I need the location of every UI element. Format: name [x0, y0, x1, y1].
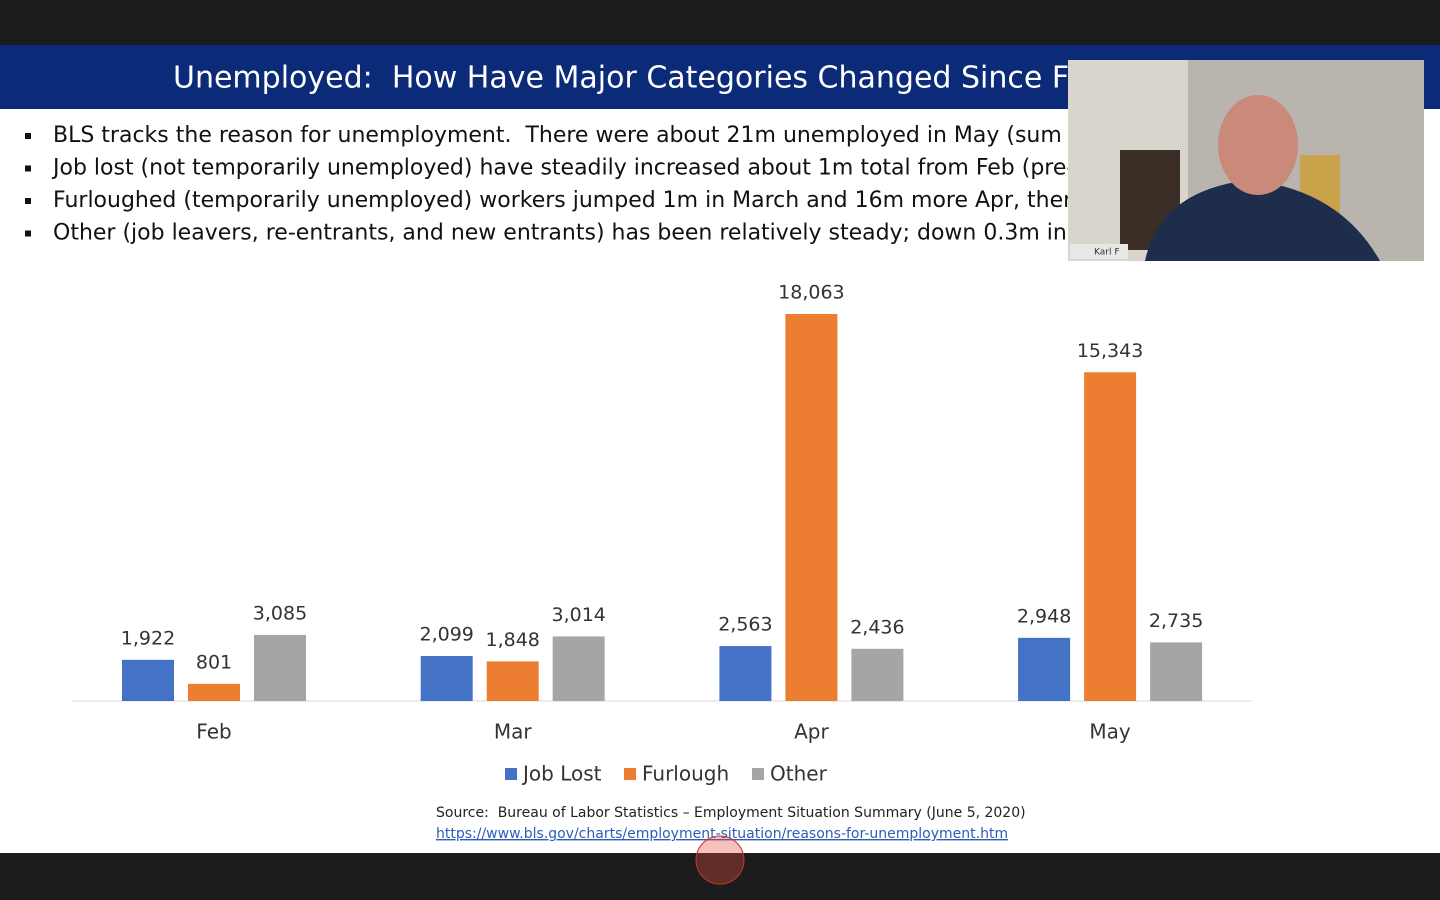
- bullet-marker: [25, 165, 31, 172]
- bullet-text: Job lost (not temporarily unemployed) ha…: [51, 156, 1074, 181]
- chart: Feb 1,922 801 3,085 Mar 2,099 1,848 3,014 Apr 2,5…: [72, 282, 1252, 786]
- participant-name: Karl F: [1094, 248, 1120, 258]
- slide-title: Unemployed: How Have Major Categories Ch…: [173, 61, 1105, 96]
- bullets: BLS tracks the reason for unemployment. …: [25, 123, 1093, 246]
- bar: [1084, 372, 1137, 701]
- bullet-marker: [25, 198, 31, 204]
- legend-swatch: [624, 768, 636, 780]
- bar: [1150, 642, 1203, 701]
- legend-swatch: [752, 768, 764, 780]
- data-label: 18,063: [778, 282, 844, 304]
- data-label: 801: [196, 651, 232, 673]
- data-label: 1,922: [121, 627, 175, 649]
- data-label: 1,848: [485, 629, 539, 651]
- data-label: 2,099: [419, 624, 473, 646]
- person-head: [1218, 95, 1298, 195]
- bar: [486, 661, 539, 701]
- bar: [188, 683, 240, 701]
- source: Source: Bureau of Labor Statistics – Emp…: [436, 805, 1026, 821]
- bar: [254, 634, 306, 701]
- x-tick-label: Feb: [196, 720, 231, 744]
- mic-button[interactable]: [695, 835, 745, 885]
- bar: [851, 648, 904, 701]
- bullet-marker: [25, 133, 31, 139]
- legend-swatch: [505, 768, 517, 780]
- data-label: 15,343: [1077, 340, 1143, 362]
- bar: [719, 646, 772, 701]
- source-link[interactable]: https://www.bls.gov/charts/employment-si…: [436, 826, 1008, 842]
- data-label: 3,014: [551, 604, 605, 626]
- x-tick-label: Apr: [794, 720, 829, 744]
- bullet-text: Other (job leavers, re-entrants, and new…: [53, 221, 1093, 246]
- data-label: 2,563: [718, 614, 772, 636]
- data-label: 2,735: [1149, 610, 1203, 632]
- bullet-text: BLS tracks the reason for unemployment. …: [53, 123, 1082, 148]
- person-body: [1145, 180, 1380, 261]
- bar: [1018, 637, 1071, 701]
- bottom-bar: [0, 853, 1440, 900]
- legend-label: Job Lost: [521, 762, 602, 786]
- top-bar: [0, 0, 1440, 45]
- legend-label: Furlough: [642, 762, 729, 786]
- bar: [552, 636, 605, 701]
- bar: [420, 656, 473, 701]
- bar: [122, 659, 174, 701]
- name-tag: [1070, 244, 1128, 259]
- x-tick-label: Mar: [494, 720, 533, 744]
- data-label: 3,085: [253, 602, 307, 624]
- data-label: 2,436: [850, 616, 904, 638]
- legend-label: Other: [770, 762, 828, 786]
- bullet-text: Furloughed (temporarily unemployed) work…: [53, 188, 1077, 213]
- video-tile: Karl F: [1068, 60, 1424, 261]
- bar: [785, 314, 838, 701]
- data-label: 2,948: [1017, 605, 1071, 627]
- bullet-marker: [25, 230, 31, 237]
- x-tick-label: May: [1089, 720, 1131, 744]
